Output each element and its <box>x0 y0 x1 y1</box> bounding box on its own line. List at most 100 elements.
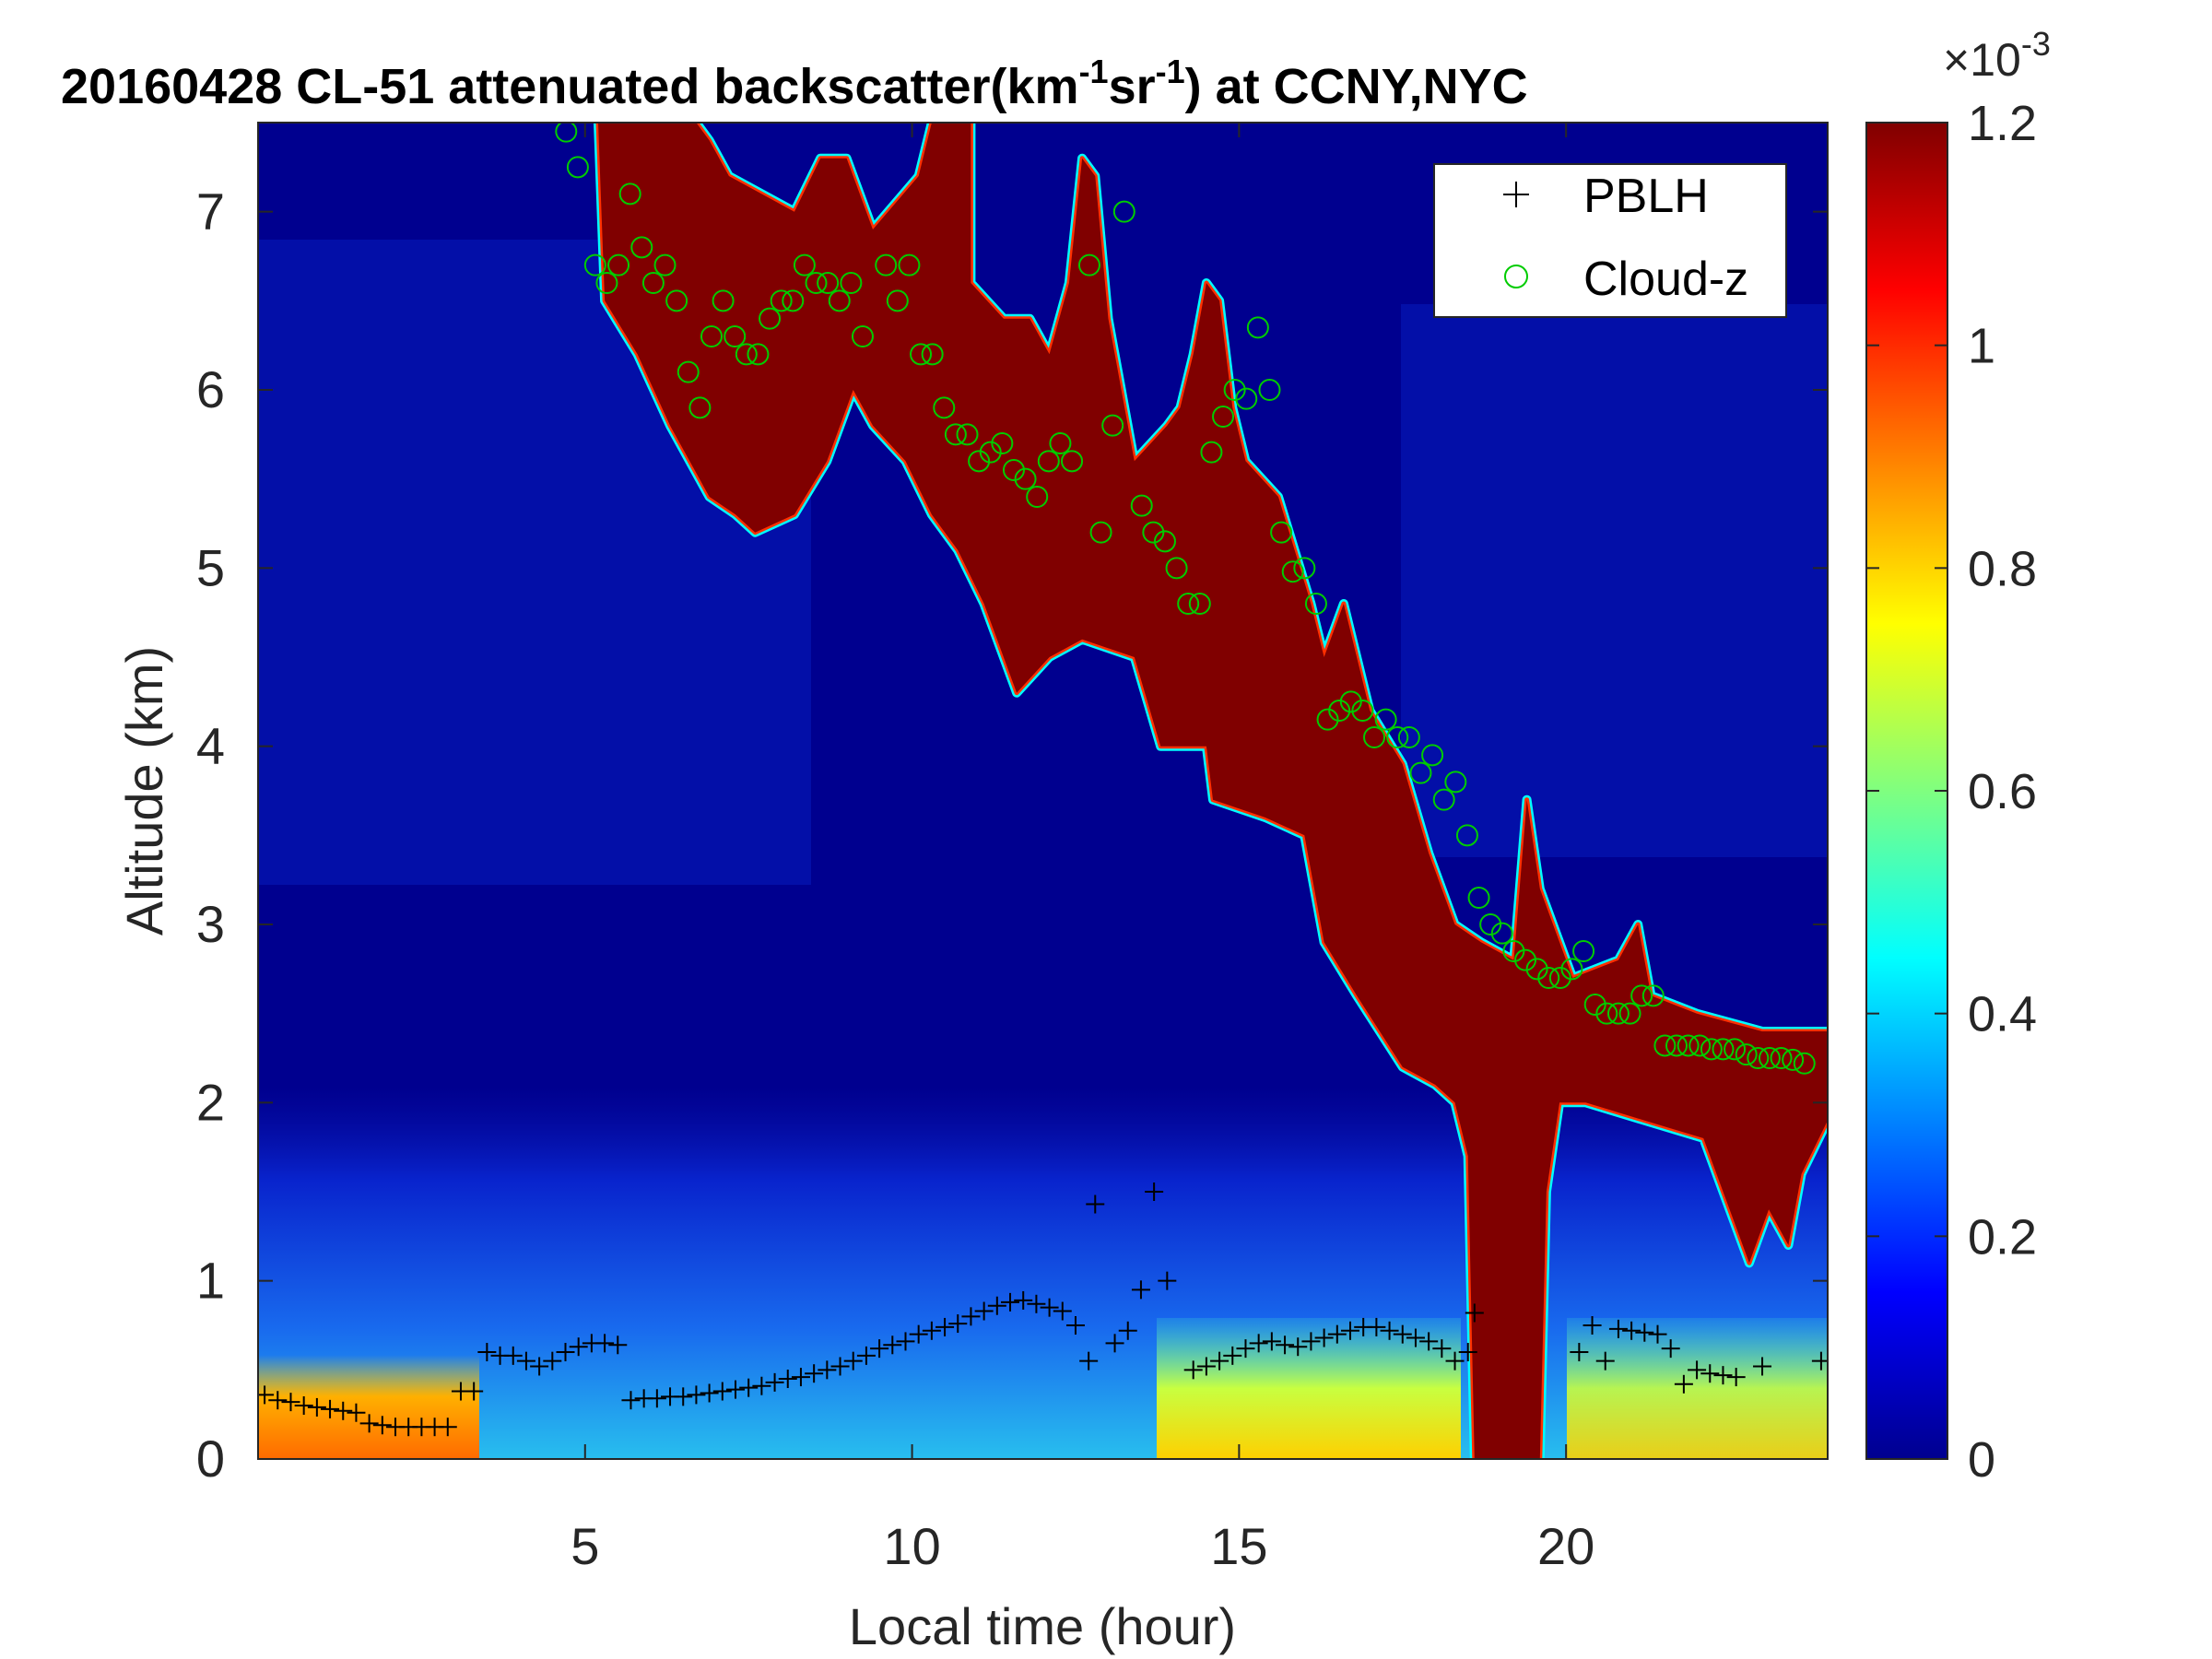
y-tick-label: 1 <box>196 1252 225 1310</box>
cloud-z-point <box>1089 521 1112 544</box>
pblh-point <box>935 1317 955 1336</box>
pblh-point <box>725 1380 745 1399</box>
cloud-z-point <box>1304 593 1327 615</box>
pblh-point <box>1079 1351 1099 1371</box>
cloud-z-point <box>747 343 770 366</box>
cloud-backscatter-region <box>598 123 1828 1459</box>
pblh-point <box>1367 1317 1386 1336</box>
pblh-point <box>1445 1351 1465 1371</box>
pblh-point <box>1570 1343 1589 1361</box>
cloud-z-point <box>979 441 1002 464</box>
cloud-z-point <box>991 432 1014 454</box>
pblh-point <box>1688 1360 1707 1380</box>
chart-title: 20160428 CL-51 attenuated backscatter(km… <box>61 53 1528 114</box>
legend: PBLH Cloud-z <box>1433 163 1787 318</box>
cloud-z-point <box>782 289 805 312</box>
cloud-z-point <box>1782 1048 1805 1071</box>
pblh-point <box>608 1335 628 1355</box>
pblh-point <box>1301 1332 1321 1351</box>
pblh-markers <box>258 1182 1828 1437</box>
pblh-point <box>1635 1323 1654 1342</box>
pblh-point <box>516 1351 535 1371</box>
pblh-point <box>712 1382 732 1401</box>
upper-haze-right <box>1401 304 1828 857</box>
pblh-point <box>1053 1301 1072 1321</box>
pblh-point <box>1583 1316 1602 1335</box>
pblh-point <box>268 1391 288 1410</box>
cloud-z-point <box>1572 940 1595 962</box>
pblh-point <box>1327 1324 1347 1344</box>
evening-aerosol-layer <box>1567 1318 1828 1459</box>
cloud-z-point <box>770 289 793 312</box>
colorbar-tick-label: 1 <box>1968 319 1995 374</box>
cloud-z-point <box>805 272 828 294</box>
cloud-z-point <box>1421 744 1444 767</box>
pblh-point <box>543 1351 562 1371</box>
pblh-point <box>1314 1328 1334 1347</box>
cloud-z-point <box>688 396 712 419</box>
cloud-z-point <box>630 236 653 259</box>
pblh-point <box>569 1337 588 1357</box>
pblh-point <box>1183 1360 1203 1380</box>
pblh-point <box>1608 1319 1628 1338</box>
y-axis: 0 1 2 3 4 5 6 7 <box>196 182 1828 1488</box>
cloud-z-point <box>1177 593 1200 615</box>
cloud-z-point <box>1101 414 1124 437</box>
legend-pblh-marker <box>1503 182 1529 207</box>
cloud-z-point <box>1077 253 1100 276</box>
pblh-point <box>503 1346 523 1365</box>
pblh-point <box>1118 1321 1137 1340</box>
cloud-z-point <box>1397 726 1420 748</box>
cloud-z-point <box>1142 521 1165 544</box>
cloud-z-point <box>712 289 735 312</box>
pblh-point <box>700 1383 719 1403</box>
cloud-z-point <box>875 253 898 276</box>
cloud-z-point <box>1112 200 1135 223</box>
pblh-point <box>830 1357 850 1376</box>
cloud-z-point <box>1281 560 1304 583</box>
cloud-z-point <box>1724 1038 1747 1061</box>
cloud-z-point <box>1328 700 1351 722</box>
pblh-point <box>961 1307 981 1326</box>
colorbar-exponent: ×10-3 <box>1943 25 2051 86</box>
pblh-point <box>1595 1351 1615 1371</box>
cloud-z-point <box>1188 593 1211 615</box>
cloud-z-point <box>724 325 747 347</box>
pblh-point <box>1210 1351 1230 1371</box>
cloud-layer <box>594 123 1828 1459</box>
pblh-point <box>1027 1294 1046 1313</box>
plot-frame <box>257 122 1829 1460</box>
pblh-point <box>1700 1364 1720 1383</box>
y-tick-label: 0 <box>196 1430 225 1488</box>
pblh-point <box>556 1343 575 1361</box>
cloud-z-point <box>1630 984 1653 1007</box>
cloud-z-point <box>759 307 782 330</box>
x-tick-label: 10 <box>883 1517 940 1575</box>
cloud-z-markers <box>555 123 1816 1075</box>
cloud-z-point <box>607 253 630 276</box>
pblh-point <box>1419 1332 1439 1351</box>
cloud-z-point <box>1212 406 1235 428</box>
cloud-z-point <box>1258 379 1281 401</box>
pblh-point <box>530 1357 549 1376</box>
y-tick-label: 5 <box>196 538 225 596</box>
pblh-point <box>1105 1334 1124 1353</box>
pblh-point <box>1131 1280 1150 1300</box>
pblh-point <box>294 1396 313 1415</box>
x-axis-label: Local time (hour) <box>849 1597 1236 1655</box>
cloud-z-point <box>1026 486 1049 508</box>
cloud-z-point <box>1502 940 1525 962</box>
pblh-point <box>843 1351 863 1371</box>
cloud-z-point <box>653 253 677 276</box>
cloud-z-point <box>968 450 991 473</box>
pblh-point <box>1661 1339 1680 1359</box>
pblh-point <box>1406 1328 1425 1347</box>
colorbar-gradient <box>1865 122 1948 1460</box>
cloud-z-point <box>921 343 944 366</box>
pblh-point <box>987 1296 1006 1315</box>
cloud-z-point <box>793 253 816 276</box>
pblh-point <box>647 1389 666 1408</box>
cloud-z-point <box>956 423 979 446</box>
y-tick-label: 6 <box>196 360 225 418</box>
cloud-z-point <box>1467 887 1490 909</box>
